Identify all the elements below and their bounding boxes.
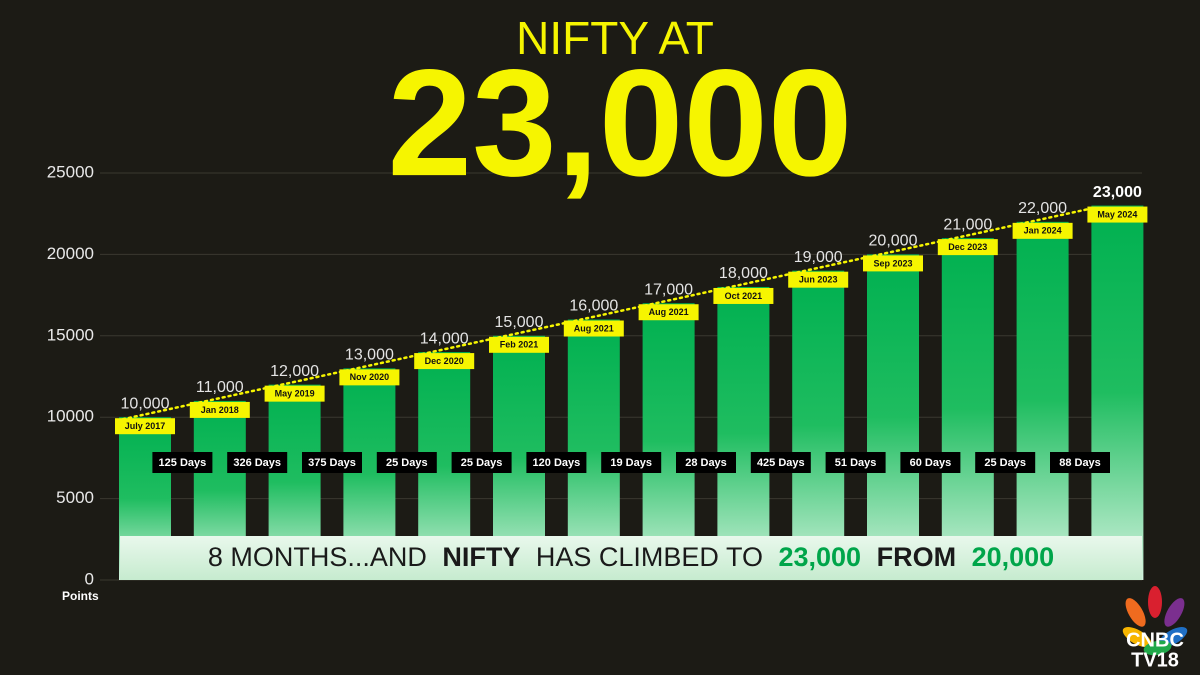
- chart-subtitle: 23,000: [388, 38, 853, 208]
- x-tick-label: Jun 2023: [799, 275, 838, 285]
- gap-box: [900, 452, 961, 473]
- gap-box: [227, 452, 288, 473]
- value-label: 20,000: [869, 233, 918, 250]
- gap-label: 375 Days: [308, 457, 356, 469]
- gap-box: [302, 452, 362, 473]
- gap-box: [1050, 452, 1110, 473]
- bar: [717, 286, 770, 580]
- bar: [642, 303, 695, 580]
- value-label: 21,000: [943, 216, 992, 233]
- gap-label: 326 Days: [233, 457, 281, 469]
- gap-label: 25 Days: [386, 457, 428, 469]
- banner-part: 20,000: [972, 542, 1055, 572]
- value-label: 23,000: [1093, 184, 1142, 201]
- bar: [867, 254, 919, 580]
- banner: [120, 536, 1142, 580]
- banner-part: FROM: [877, 542, 956, 572]
- gap-box: [451, 452, 512, 473]
- date-box: [339, 369, 400, 386]
- y-tick-label: 0: [85, 569, 94, 588]
- value-label: 10,000: [121, 395, 170, 412]
- date-box: [863, 255, 923, 272]
- value-label: 22,000: [1018, 200, 1067, 217]
- gap-label: 51 Days: [835, 457, 877, 469]
- gap-label: 25 Days: [461, 457, 503, 469]
- x-tick-label: Jan 2018: [201, 405, 239, 415]
- bar: [1091, 205, 1144, 580]
- date-box: [1087, 206, 1148, 223]
- gap-label: 125 Days: [159, 457, 207, 469]
- gap-box: [601, 452, 662, 473]
- x-tick-label: Feb 2021: [500, 340, 539, 350]
- logo: CNBC TV18: [1122, 586, 1188, 671]
- bar: [941, 238, 994, 580]
- trend-line: [121, 206, 1097, 421]
- gap-label: 88 Days: [1059, 457, 1101, 469]
- value-label: 15,000: [495, 314, 544, 331]
- value-label: 17,000: [644, 281, 693, 298]
- x-tick-label: Sep 2023: [873, 258, 912, 268]
- x-tick-label: May 2019: [275, 389, 315, 399]
- bar: [1016, 221, 1069, 580]
- value-label: 16,000: [569, 298, 618, 315]
- date-box: [115, 418, 175, 435]
- x-tick-label: July 2017: [125, 421, 166, 431]
- value-label: 14,000: [420, 330, 469, 347]
- gap-box: [750, 452, 811, 473]
- x-tick-label: May 2024: [1097, 209, 1137, 219]
- value-label: 18,000: [719, 265, 768, 282]
- banner-part: 23,000: [778, 542, 861, 572]
- y-axis-label: Points: [62, 589, 99, 603]
- logo-text: TV18: [1131, 649, 1179, 671]
- value-label: 12,000: [270, 363, 319, 380]
- date-box: [563, 320, 624, 337]
- value-label: 19,000: [794, 249, 843, 266]
- x-tick-label: Aug 2021: [574, 323, 614, 333]
- date-box: [1012, 222, 1073, 239]
- date-box: [264, 385, 325, 402]
- x-tick-label: Aug 2021: [649, 307, 689, 317]
- date-box: [189, 401, 250, 418]
- x-tick-label: Dec 2020: [425, 356, 464, 366]
- x-tick-label: Jan 2024: [1024, 226, 1062, 236]
- gap-box: [526, 452, 587, 473]
- gap-box: [975, 452, 1036, 473]
- banner-part: NIFTY: [442, 542, 520, 572]
- gap-label: 120 Days: [533, 457, 581, 469]
- bar: [792, 270, 845, 580]
- x-tick-label: Dec 2023: [948, 242, 987, 252]
- gap-box: [676, 452, 736, 473]
- gap-label: 28 Days: [685, 457, 727, 469]
- value-label: 11,000: [196, 379, 244, 396]
- gap-box: [376, 452, 437, 473]
- x-tick-label: Nov 2020: [350, 372, 390, 382]
- gap-box: [152, 452, 213, 473]
- gap-label: 425 Days: [757, 457, 805, 469]
- gap-box: [825, 452, 886, 473]
- banner-text: 8 MONTHS...AND NIFTY HAS CLIMBED TO 23,0…: [208, 542, 1054, 572]
- date-box: [713, 287, 774, 304]
- gap-label: 25 Days: [984, 457, 1026, 469]
- date-box: [489, 336, 549, 353]
- y-tick-label: 5000: [56, 488, 94, 507]
- date-box: [638, 304, 699, 321]
- date-box: [414, 353, 475, 370]
- banner-part: HAS CLIMBED TO: [536, 542, 763, 572]
- gap-label: 60 Days: [910, 457, 952, 469]
- chart-title: NIFTY AT: [516, 12, 714, 64]
- y-tick-label: 20000: [47, 244, 94, 263]
- date-box: [788, 271, 849, 288]
- y-tick-label: 10000: [47, 407, 94, 426]
- y-tick-label: 25000: [47, 162, 94, 181]
- gap-label: 19 Days: [610, 457, 652, 469]
- y-tick-label: 15000: [47, 325, 94, 344]
- value-label: 13,000: [345, 347, 394, 364]
- logo-text: CNBC: [1126, 629, 1184, 651]
- banner-part: 8 MONTHS...AND: [208, 542, 427, 572]
- x-tick-label: Oct 2021: [725, 291, 763, 301]
- date-box: [937, 239, 998, 256]
